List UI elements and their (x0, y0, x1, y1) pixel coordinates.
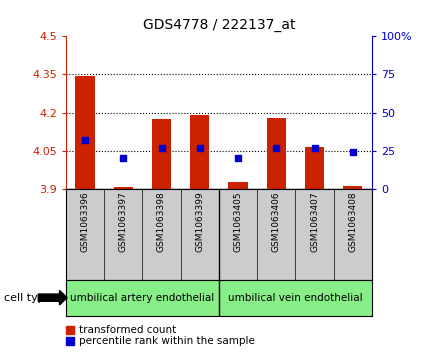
Point (120, 155, 127, 161)
Bar (229, 182, 247, 189)
Text: umbilical artery endothelial: umbilical artery endothelial (70, 293, 215, 303)
Bar (190, 115, 209, 189)
Text: GSM1063396: GSM1063396 (80, 192, 90, 252)
Point (196, 145, 203, 151)
Point (82, 137, 88, 143)
Text: GSM1063399: GSM1063399 (195, 192, 204, 252)
Bar (152, 119, 171, 189)
Text: GSM1063398: GSM1063398 (157, 192, 166, 252)
Text: GSM1063406: GSM1063406 (272, 192, 281, 252)
Point (349, 149, 356, 155)
Text: GSM1063405: GSM1063405 (233, 192, 243, 252)
Bar (343, 186, 362, 189)
Text: umbilical vein endothelial: umbilical vein endothelial (228, 293, 363, 303)
Point (273, 145, 280, 151)
Text: GSM1063408: GSM1063408 (348, 192, 357, 252)
Bar (76, 76, 94, 189)
Text: GSM1063397: GSM1063397 (119, 192, 128, 252)
Text: transformed count: transformed count (79, 325, 176, 335)
Text: cell type: cell type (4, 293, 52, 303)
Point (311, 145, 318, 151)
Point (235, 155, 241, 161)
Text: GSM1063407: GSM1063407 (310, 192, 319, 252)
Bar (305, 147, 324, 189)
Bar (267, 118, 286, 189)
Title: GDS4778 / 222137_at: GDS4778 / 222137_at (143, 19, 295, 33)
Text: percentile rank within the sample: percentile rank within the sample (79, 336, 255, 346)
Bar (113, 187, 133, 189)
Point (158, 145, 165, 151)
